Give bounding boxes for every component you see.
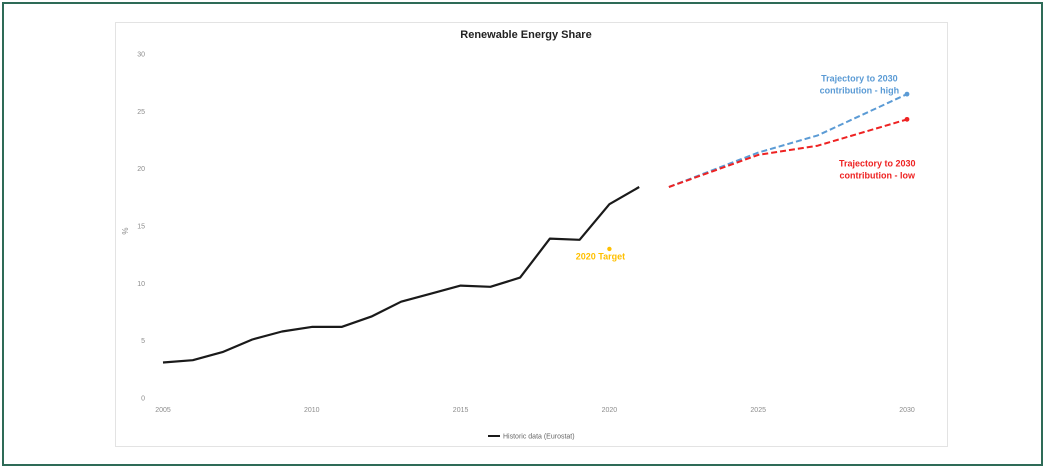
series-end-point — [904, 116, 910, 122]
annotation-label: contribution - low — [839, 170, 915, 180]
series-end-point — [904, 91, 910, 97]
series-layer — [162, 91, 910, 364]
x-tick-label: 2005 — [155, 407, 171, 414]
annotation-label: 2020 Target — [576, 251, 625, 261]
legend: Historic data (Eurostat) — [488, 434, 575, 441]
historic-series-line — [162, 186, 640, 364]
y-tick-label: 30 — [137, 52, 145, 59]
x-tick-label: 2025 — [750, 407, 766, 414]
y-tick-label: 20 — [137, 166, 145, 173]
y-tick-label: 10 — [137, 281, 145, 288]
chart-title: Renewable Energy Share — [460, 29, 591, 41]
trajectory-series-line — [668, 93, 908, 188]
y-tick-label: 25 — [137, 109, 145, 116]
points-layer — [607, 246, 612, 252]
y-tick-label: 0 — [141, 396, 145, 403]
x-tick-label: 2020 — [602, 407, 618, 414]
target-point — [607, 246, 612, 252]
trajectory-series-line — [668, 118, 908, 188]
y-axis-label: % — [121, 227, 130, 234]
annotations-layer: Trajectory to 2030 contribution - high Tra… — [576, 74, 916, 262]
y-tick-label: 5 — [141, 338, 145, 345]
x-tick-label: 2030 — [899, 407, 915, 414]
annotation-label: contribution - high — [820, 86, 899, 96]
x-tick-label: 2015 — [453, 407, 469, 414]
x-tick-label: 2010 — [304, 407, 320, 414]
annotation-label: Trajectory to 2030 — [821, 74, 898, 84]
legend-label: Historic data (Eurostat) — [503, 434, 575, 441]
plot-card — [115, 22, 948, 447]
y-tick-label: 15 — [137, 224, 145, 231]
annotation-label: Trajectory to 2030 — [839, 158, 916, 168]
